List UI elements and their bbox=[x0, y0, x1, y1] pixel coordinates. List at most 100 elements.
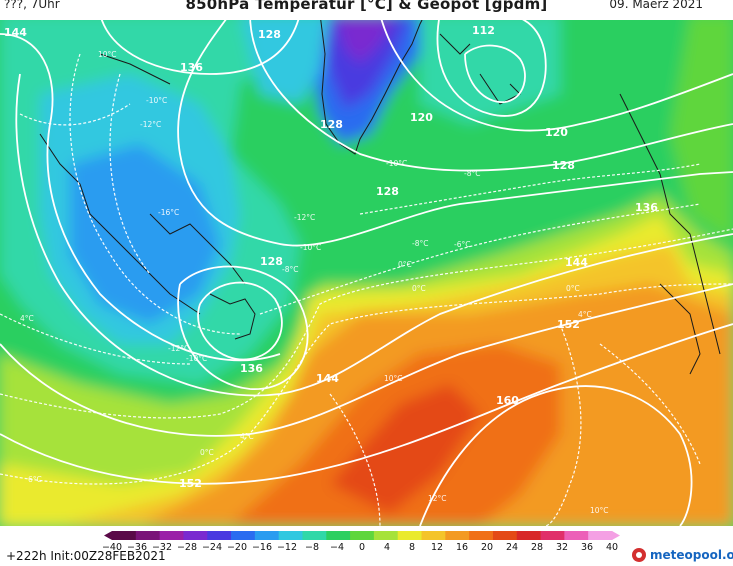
colorbar-tick-label: 40 bbox=[606, 542, 618, 551]
temp-label: -12°C bbox=[168, 344, 189, 353]
geopot-label: 136 bbox=[635, 201, 658, 214]
colorbar-tick-label: 0 bbox=[359, 542, 365, 551]
geopot-label: 112 bbox=[472, 24, 495, 37]
colorbar-tick-label: 4 bbox=[384, 542, 390, 551]
colorbar-swatch bbox=[540, 531, 565, 540]
colorbar-swatch bbox=[207, 531, 232, 540]
colorbar-tick-label: 24 bbox=[506, 542, 518, 551]
geopot-label: 160 bbox=[496, 394, 519, 407]
geopot-label: 128 bbox=[376, 185, 399, 198]
colorbar-swatch bbox=[135, 531, 161, 540]
geopotential-labels: 144 128 136 128 112 120 120 128 128 136 … bbox=[4, 24, 658, 490]
colorbar-tick-label: −36 bbox=[127, 542, 147, 551]
colorbar-tick-label: −24 bbox=[202, 542, 222, 551]
colorbar-tick-label: 32 bbox=[556, 542, 568, 551]
colorbar-tick-label: −4 bbox=[330, 542, 344, 551]
geopot-label: 128 bbox=[258, 28, 281, 41]
colorbar-swatch bbox=[564, 531, 589, 540]
temp-label: 10°C bbox=[98, 50, 117, 59]
geopot-label: 128 bbox=[552, 159, 575, 172]
temp-label: 4°C bbox=[240, 432, 254, 441]
temp-label: 0°C bbox=[566, 284, 580, 293]
colorbar-tick-label: −20 bbox=[227, 542, 247, 551]
geopot-label: 144 bbox=[316, 372, 339, 385]
colorbar-swatch bbox=[231, 531, 256, 540]
temp-label: -10°C bbox=[146, 96, 167, 105]
map-header: ???, 7Uhr 850hPa Temperatur [°C] & Geopo… bbox=[0, 0, 733, 20]
colorbar-tick-label: 12 bbox=[431, 542, 443, 551]
colorbar-swatch bbox=[516, 531, 542, 540]
temp-label: -8°C bbox=[412, 239, 428, 248]
temperature-labels: -10°C -12°C 10°C -16°C -12°C -10°C -8°C … bbox=[20, 50, 609, 515]
colorbar-swatch bbox=[326, 531, 351, 540]
coastlines bbox=[39, 14, 721, 375]
temp-label: 0°C bbox=[398, 260, 412, 269]
logo-mark-icon bbox=[632, 548, 646, 562]
temp-label: 10°C bbox=[590, 506, 609, 515]
colorbar-swatch bbox=[302, 531, 327, 540]
colorbar-swatch bbox=[445, 531, 470, 540]
colorbar-swatch bbox=[112, 531, 137, 540]
colorbar-tick-label: 16 bbox=[456, 542, 468, 551]
colorbar-tick-label: 8 bbox=[409, 542, 415, 551]
temperature-colorbar: −40 −36 −32 −28 −24 −20 −16 −12 −8 −4 0 4 8 12 16 20 24 2… bbox=[102, 531, 620, 551]
temp-label: -8°C bbox=[464, 169, 480, 178]
colorbar-swatch bbox=[469, 531, 494, 540]
temp-label: 4°C bbox=[578, 310, 592, 319]
temp-label: -10°C bbox=[186, 354, 207, 363]
colorbar-tick-label: −16 bbox=[252, 542, 272, 551]
colorbar-right-arrow bbox=[612, 531, 620, 540]
temp-label: 10°C bbox=[384, 374, 403, 383]
colorbar-swatch bbox=[397, 531, 423, 540]
colorbar-swatch bbox=[278, 531, 303, 540]
colorbar-tick-label: −8 bbox=[305, 542, 319, 551]
colorbar-tick-label: 28 bbox=[531, 542, 543, 551]
colorbar-swatch bbox=[183, 531, 208, 540]
temp-label: 6°C bbox=[28, 475, 42, 484]
run-label: ???, 7Uhr bbox=[4, 0, 60, 11]
geopot-label: 136 bbox=[240, 362, 263, 375]
colorbar-tick-label: 36 bbox=[581, 542, 593, 551]
temp-label: -8°C bbox=[282, 265, 298, 274]
temp-label: -6°C bbox=[454, 240, 470, 249]
map-canvas: 144 128 136 128 112 120 120 128 128 136 … bbox=[0, 14, 733, 526]
geopot-label: 128 bbox=[260, 255, 283, 268]
geopot-label: 136 bbox=[180, 61, 203, 74]
geopot-label: 152 bbox=[557, 318, 580, 331]
colorbar-swatch bbox=[588, 531, 613, 540]
colorbar-tick-label: −40 bbox=[102, 542, 122, 551]
colorbar-swatch bbox=[254, 531, 280, 540]
colorbar-left-arrow bbox=[104, 531, 112, 540]
colorbar-tick-label: −32 bbox=[152, 542, 172, 551]
colorbar-tick-label: 20 bbox=[481, 542, 493, 551]
colorbar-tick-label: −12 bbox=[277, 542, 297, 551]
geopot-label: 128 bbox=[320, 118, 343, 131]
init-label: +222h Init:00Z28FEB2021 bbox=[6, 549, 166, 563]
colorbar-swatch bbox=[492, 531, 518, 540]
temp-label: 12°C bbox=[428, 494, 447, 503]
temp-label: -12°C bbox=[140, 120, 161, 129]
weather-map: 144 128 136 128 112 120 120 128 128 136 … bbox=[0, 14, 733, 526]
colorbar-swatch bbox=[159, 531, 184, 540]
valid-date: 09. Maerz 2021 bbox=[609, 0, 703, 11]
geopot-label: 120 bbox=[410, 111, 433, 124]
temperature-field bbox=[0, 14, 733, 526]
geopot-label: 144 bbox=[565, 256, 588, 269]
temp-label: -16°C bbox=[158, 208, 179, 217]
map-footer: −40 −36 −32 −28 −24 −20 −16 −12 −8 −4 0 4 8 12 16 20 24 2… bbox=[0, 526, 733, 566]
map-title: 850hPa Temperatur [°C] & Geopot [gpdm] bbox=[185, 0, 548, 13]
geopot-label: 144 bbox=[4, 26, 27, 39]
colorbar-tick-label: −28 bbox=[177, 542, 197, 551]
colorbar-swatch bbox=[421, 531, 446, 540]
temp-label: -10°C bbox=[300, 243, 321, 252]
temp-label: 4°C bbox=[20, 314, 34, 323]
temp-label: 0°C bbox=[200, 448, 214, 457]
temp-label: -10°C bbox=[386, 159, 407, 168]
geopot-label: 120 bbox=[545, 126, 568, 139]
isotherm-contours bbox=[0, 53, 733, 526]
temp-label: -12°C bbox=[294, 213, 315, 222]
geopot-label: 152 bbox=[179, 477, 202, 490]
logo-text: meteopool.org bbox=[650, 548, 733, 562]
colorbar-swatch bbox=[373, 531, 399, 540]
colorbar-swatch bbox=[350, 531, 375, 540]
